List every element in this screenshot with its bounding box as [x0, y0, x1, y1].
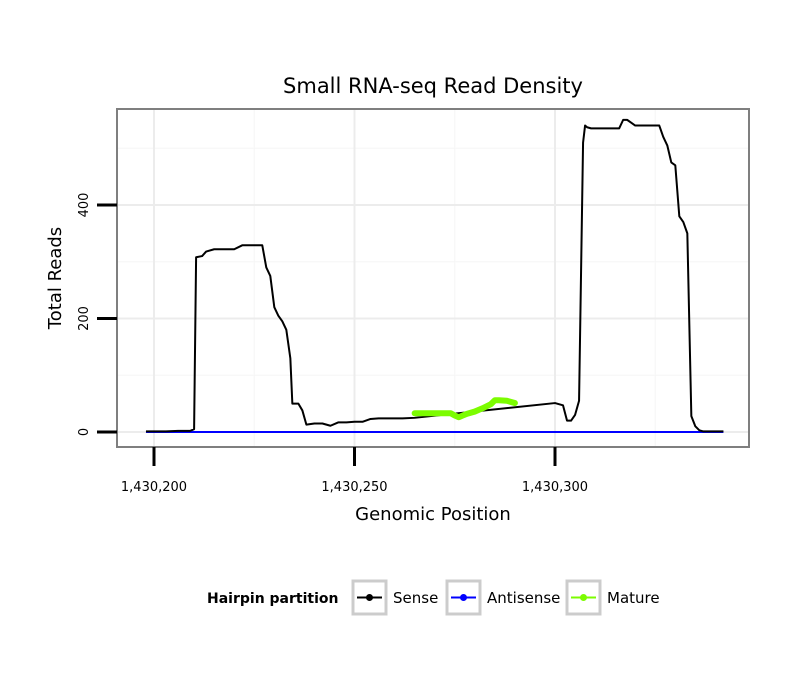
x-axis: 1,430,200 1,430,250 1,430,300: [121, 447, 588, 495]
plot-border: [116, 108, 750, 448]
y-axis-title: Total Reads: [45, 227, 66, 330]
y-tick-label: 0: [77, 428, 92, 436]
y-tick-label: 200: [77, 306, 92, 331]
series-layer: [145, 118, 724, 433]
legend-key-point: [460, 594, 467, 601]
y-tick-label: 400: [77, 193, 92, 218]
x-tick-label: 1,430,250: [321, 480, 387, 495]
x-axis-title: Genomic Position: [355, 504, 511, 525]
legend-label-antisense: Antisense: [487, 589, 560, 607]
x-tick-label: 1,430,200: [121, 480, 187, 495]
series-line-sense: [145, 118, 724, 433]
legend-key-point: [580, 594, 587, 601]
legend-label-sense: Sense: [393, 589, 438, 607]
series-line-mature: [411, 397, 518, 421]
plot-panel: [117, 109, 749, 447]
legend-key-point: [366, 594, 373, 601]
x-tick-label: 1,430,300: [522, 480, 588, 495]
y-axis: 0 200 400: [77, 193, 117, 436]
legend-title: Hairpin partition: [207, 591, 338, 607]
legend: Hairpin partition Sense Antisense Mature: [207, 579, 660, 616]
legend-label-mature: Mature: [607, 589, 660, 607]
chart-title: Small RNA-seq Read Density: [283, 74, 583, 98]
